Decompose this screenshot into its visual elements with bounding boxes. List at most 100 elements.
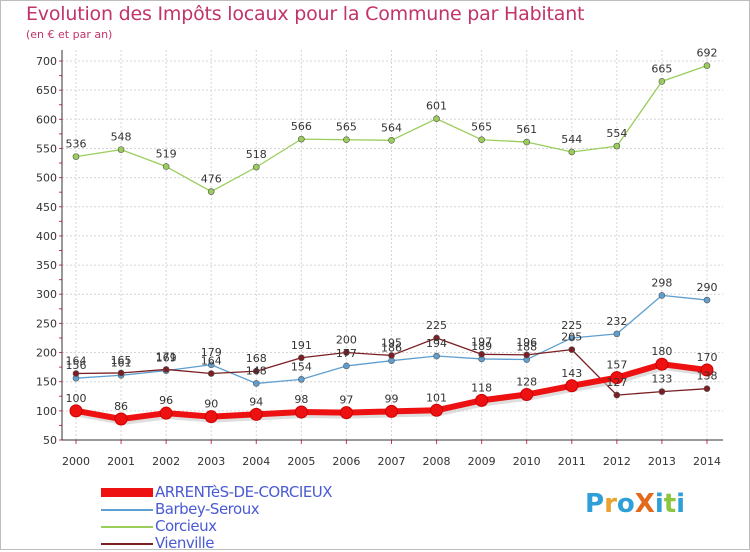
x-tick-label: 2010 xyxy=(513,455,541,468)
legend-swatch xyxy=(101,543,153,545)
data-label: 90 xyxy=(204,398,218,411)
data-point xyxy=(658,388,666,395)
data-point xyxy=(162,163,170,170)
data-label: 194 xyxy=(426,337,447,350)
x-tick-label: 2002 xyxy=(152,455,180,468)
logo-letter: i xyxy=(654,489,664,519)
data-label: 195 xyxy=(381,336,402,349)
data-point xyxy=(658,78,666,85)
data-point xyxy=(72,153,80,160)
data-label: 138 xyxy=(696,370,717,383)
data-point xyxy=(388,352,395,359)
y-tick-label: 500 xyxy=(36,172,57,185)
data-point xyxy=(298,135,305,143)
data-point xyxy=(159,406,173,420)
data-label: 179 xyxy=(201,346,222,359)
data-label: 127 xyxy=(606,376,627,389)
data-point xyxy=(204,410,218,424)
data-label: 98 xyxy=(294,393,308,406)
x-tick-label: 2013 xyxy=(648,455,676,468)
data-label: 232 xyxy=(606,315,627,328)
data-label: 156 xyxy=(66,359,87,372)
data-point xyxy=(703,62,711,69)
data-label: 191 xyxy=(291,339,312,352)
legend-label: Corcieux xyxy=(155,517,217,535)
data-point xyxy=(207,370,215,377)
legend-label: Vienville xyxy=(155,534,214,552)
data-label: 518 xyxy=(246,148,267,161)
data-point xyxy=(388,136,395,144)
data-point xyxy=(298,354,305,362)
x-tick-label: 2000 xyxy=(62,455,90,468)
data-label: 566 xyxy=(291,120,312,133)
data-label: 161 xyxy=(111,356,132,369)
data-point xyxy=(433,334,440,342)
data-label: 476 xyxy=(201,173,222,186)
data-label: 168 xyxy=(246,352,267,365)
x-tick-label: 2001 xyxy=(107,455,135,468)
y-tick-label: 50 xyxy=(43,434,57,447)
data-label: 86 xyxy=(114,400,128,413)
data-point xyxy=(610,371,624,385)
data-label: 169 xyxy=(156,352,177,365)
data-label: 164 xyxy=(201,355,222,368)
x-tick-label: 2008 xyxy=(423,455,451,468)
data-label: 143 xyxy=(561,367,582,380)
data-point xyxy=(613,330,621,338)
data-point xyxy=(520,388,534,402)
chart-subtitle: (en € et par an) xyxy=(26,28,113,41)
x-tick-label: 2004 xyxy=(242,455,270,468)
y-tick-label: 150 xyxy=(36,376,57,389)
y-tick-label: 100 xyxy=(36,405,57,418)
data-label: 536 xyxy=(66,138,87,151)
logo-letter: o xyxy=(616,489,635,519)
data-point xyxy=(523,138,531,146)
data-label: 186 xyxy=(381,342,402,355)
data-label: 519 xyxy=(156,148,177,161)
data-label: 171 xyxy=(156,350,177,363)
data-label: 94 xyxy=(249,395,263,408)
data-point xyxy=(117,369,125,377)
legend-swatch xyxy=(101,488,153,497)
data-point xyxy=(523,351,531,359)
data-label: 188 xyxy=(516,341,537,354)
data-point xyxy=(478,136,485,144)
data-label: 164 xyxy=(66,355,87,368)
y-tick-label: 700 xyxy=(36,55,57,68)
data-label: 225 xyxy=(561,319,582,332)
data-label: 544 xyxy=(561,133,582,146)
x-tick-label: 2009 xyxy=(468,455,496,468)
data-point xyxy=(433,115,440,123)
data-label: 601 xyxy=(426,100,447,113)
x-tick-label: 2011 xyxy=(558,455,586,468)
data-point xyxy=(568,334,576,342)
data-point xyxy=(298,376,305,383)
data-point xyxy=(568,346,576,353)
data-point xyxy=(294,405,308,419)
y-tick-label: 300 xyxy=(36,288,57,301)
data-label: 100 xyxy=(66,392,87,405)
data-label: 165 xyxy=(111,354,132,367)
legend-label: Barbey-Seroux xyxy=(155,500,260,518)
data-label: 170 xyxy=(696,351,717,364)
data-label: 180 xyxy=(651,345,672,358)
legend-label: ARRENTèS-DE-CORCIEUX xyxy=(155,483,333,501)
data-point xyxy=(613,142,621,150)
y-tick-label: 650 xyxy=(36,84,57,97)
legend-swatch xyxy=(101,526,153,528)
data-point xyxy=(475,393,489,407)
data-label: 189 xyxy=(471,340,492,353)
data-label: 565 xyxy=(336,121,357,134)
y-tick-label: 550 xyxy=(36,142,57,155)
data-point xyxy=(613,391,621,399)
x-tick-label: 2003 xyxy=(197,455,225,468)
data-point xyxy=(343,136,350,144)
data-label: 548 xyxy=(111,131,132,144)
data-label: 99 xyxy=(384,392,398,405)
data-label: 196 xyxy=(516,336,537,349)
data-point xyxy=(252,380,260,387)
y-tick-label: 350 xyxy=(36,259,57,272)
data-label: 96 xyxy=(159,394,173,407)
data-label: 97 xyxy=(339,394,353,407)
